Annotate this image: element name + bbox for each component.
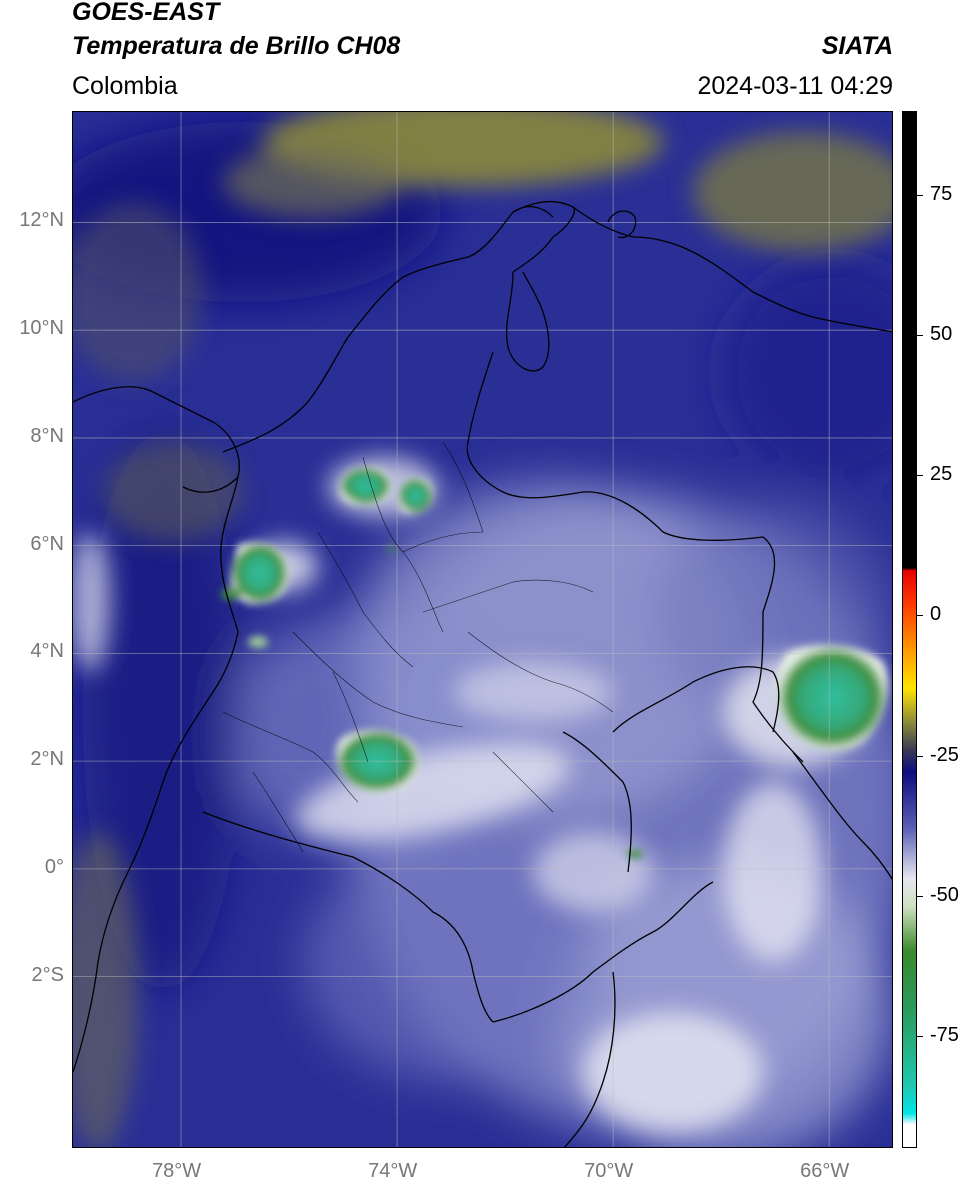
lat-tick-label: 2°S xyxy=(31,963,64,986)
lat-tick-label: 4°N xyxy=(30,640,64,663)
region-label: Colombia xyxy=(72,72,178,100)
brazil-border xyxy=(563,971,616,1147)
colombia-caribbean-coast xyxy=(222,205,554,453)
peru-border xyxy=(492,881,714,1023)
lat-tick-label: 2°N xyxy=(30,748,64,771)
coastlines-and-borders xyxy=(73,200,892,1147)
colorbar-tick-mark xyxy=(917,895,923,897)
lon-tick-label: 78°W xyxy=(152,1160,202,1182)
bright-cirrus xyxy=(73,457,863,1132)
colorbar-tick-mark xyxy=(917,615,923,617)
paraguana-peninsula xyxy=(607,210,637,239)
colorbar-tick-label: 50 xyxy=(930,323,953,346)
lake-maracaibo xyxy=(505,271,550,372)
source-label: SIATA xyxy=(821,32,893,60)
venezuela-coast xyxy=(572,206,892,333)
title-satellite: GOES-EAST xyxy=(72,0,220,26)
lat-tick-label: 10°N xyxy=(19,317,64,340)
datetime-label: 2024-03-11 04:29 xyxy=(697,72,893,100)
ecuador-border xyxy=(202,811,494,1023)
brazil-northwest-coast xyxy=(792,751,892,880)
venezuela-colombia-border xyxy=(466,351,804,763)
colorbar-tick-label: -25 xyxy=(930,743,959,766)
lon-tick-label: 70°W xyxy=(584,1160,634,1182)
colorbar-tick-label: -75 xyxy=(930,1023,959,1046)
colorbar-tick-label: 0 xyxy=(930,603,942,626)
colombia-pacific-coast xyxy=(73,476,239,1073)
panama-isthmus xyxy=(73,386,240,493)
guajira-peninsula xyxy=(512,200,575,273)
warm-dry-air xyxy=(73,112,892,1147)
lat-tick-label: 12°N xyxy=(19,209,64,232)
colorbar-tick-mark xyxy=(917,195,923,197)
colorbar-tick-mark xyxy=(917,475,923,477)
colombia-brazil-border xyxy=(612,666,780,733)
colorbar-tick-mark xyxy=(917,755,923,757)
title-product: Temperatura de Brillo CH08 xyxy=(72,32,401,60)
vaupes-amazonas-border xyxy=(562,731,632,873)
lon-tick-label: 66°W xyxy=(800,1160,850,1182)
colorbar-tick-label: 25 xyxy=(930,463,953,486)
colorbar-tick-mark xyxy=(917,335,923,337)
colorbar-tick-label: 75 xyxy=(930,183,953,206)
satellite-map xyxy=(73,112,892,1147)
lat-tick-label: 0° xyxy=(44,855,64,878)
department-boundaries xyxy=(222,441,614,853)
lat-tick-label: 6°N xyxy=(30,532,64,555)
colorbar-tick-label: -50 xyxy=(930,883,959,906)
colorbar xyxy=(902,111,917,1148)
map-panel xyxy=(72,111,893,1148)
lon-tick-label: 74°W xyxy=(368,1160,418,1182)
lat-tick-label: 8°N xyxy=(30,424,64,447)
colorbar-tick-mark xyxy=(917,1035,923,1037)
